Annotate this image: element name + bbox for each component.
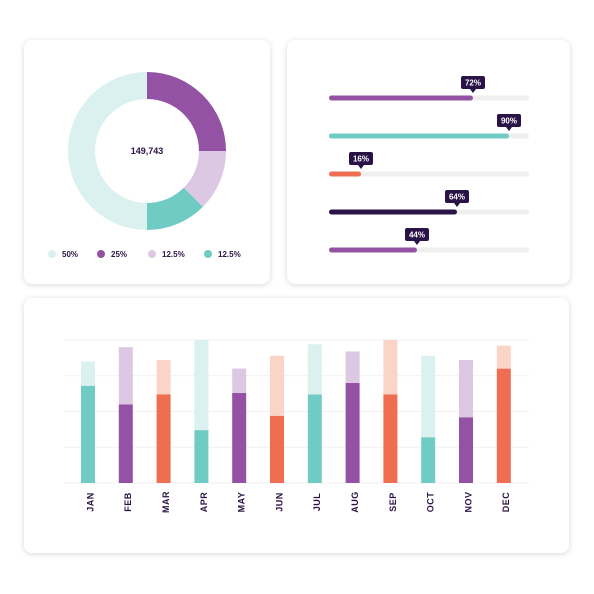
legend-dot (204, 250, 212, 258)
progress-value-tooltip: 16% (349, 152, 373, 169)
bar-segment-secondary (307, 344, 322, 395)
progress-value-label: 72% (465, 79, 481, 88)
bar-segment-primary (81, 385, 95, 483)
month-tick-label: DEC (501, 492, 511, 513)
month-tick-label: AUG (350, 491, 360, 513)
progress-fill (329, 133, 509, 139)
bar-segment-secondary (345, 351, 360, 383)
donut-center-label: 149,743 (131, 146, 164, 156)
legend-label: 50% (62, 250, 78, 259)
month-tick-label: MAR (161, 491, 171, 513)
bar-segment-secondary (194, 340, 209, 431)
donut-chart: 149,743 50% 25% 12.5% 12.5% (48, 72, 241, 259)
bar-segment-primary (459, 417, 473, 483)
donut-slice (68, 72, 147, 230)
month-tick-label: JUN (274, 492, 284, 512)
donut-chart-card: 149,743 50% 25% 12.5% 12.5% (24, 40, 270, 284)
progress-value-label: 64% (449, 193, 465, 202)
bar-segment-secondary (383, 340, 398, 395)
progress-value-tooltip: 90% (497, 114, 521, 131)
bar-segment-primary (383, 394, 398, 483)
bar-segment-secondary (156, 360, 171, 395)
bar-segment-primary (421, 437, 436, 483)
month-tick-label: OCT (426, 492, 436, 513)
month-tick-label: APR (199, 492, 209, 513)
month-tick-label: MAY (237, 492, 247, 513)
donut-slice (147, 72, 226, 151)
bar-segment-secondary (118, 347, 133, 405)
bar-segment-primary (194, 430, 209, 483)
progress-value-label: 44% (409, 231, 425, 240)
progress-value-label: 16% (353, 155, 369, 164)
bar-segment-secondary (496, 345, 511, 369)
monthly-bar-chart-card: JAN FEB MAR APR MAY JUN JUL AUG SEP OCT NOV DEC (24, 298, 569, 553)
donut-slice (183, 151, 226, 207)
bar-segment-secondary (81, 361, 95, 386)
legend-label: 12.5% (162, 250, 185, 259)
progress-fill (329, 171, 361, 177)
progress-value-tooltip: 72% (461, 76, 485, 93)
legend-label: 12.5% (218, 250, 241, 259)
progress-value-label: 90% (501, 117, 517, 126)
bar-segment-primary (345, 382, 360, 483)
donut-slice (147, 187, 203, 230)
bar-segment-secondary (270, 355, 284, 416)
legend-dot (148, 250, 156, 258)
progress-bars-card: 72% 90% 16% 64% 44% (287, 40, 570, 284)
progress-fill (329, 209, 457, 215)
month-tick-label: NOV (463, 491, 473, 512)
progress-track (329, 171, 529, 177)
progress-fill (329, 247, 417, 253)
bar-segment-secondary (232, 368, 247, 393)
progress-value-tooltip: 64% (445, 190, 469, 207)
month-tick-label: JUL (312, 493, 322, 512)
month-tick-label: SEP (388, 492, 398, 512)
bar-segment-primary (270, 415, 284, 483)
bar-segment-secondary (459, 360, 473, 418)
month-tick-label: JAN (85, 492, 95, 512)
legend-dot (97, 250, 105, 258)
monthly-bar-chart: JAN FEB MAR APR MAY JUN JUL AUG SEP OCT NOV DEC (64, 339, 529, 513)
month-tick-label: FEB (123, 492, 133, 512)
bar-segment-secondary (421, 355, 436, 438)
legend-label: 25% (111, 250, 127, 259)
progress-value-tooltip: 44% (405, 228, 429, 245)
bar-segment-primary (232, 392, 247, 483)
bar-segment-primary (307, 394, 322, 483)
bar-segment-primary (118, 404, 133, 483)
bar-segment-primary (156, 394, 171, 483)
legend-dot (48, 250, 56, 258)
bar-segment-primary (496, 368, 511, 483)
progress-bars-chart: 72% 90% 16% 64% 44% (329, 76, 529, 253)
progress-fill (329, 95, 473, 101)
